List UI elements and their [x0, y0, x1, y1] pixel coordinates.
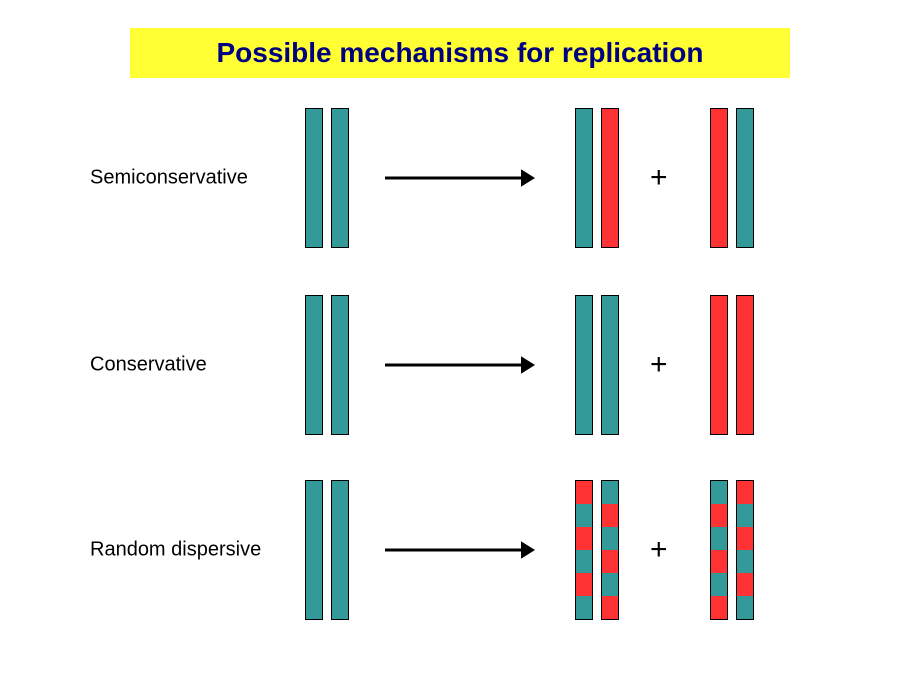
- strand-segment: [602, 296, 618, 434]
- dna-duplex: [710, 480, 754, 620]
- strand-segment: [576, 550, 592, 573]
- plus-symbol: +: [650, 533, 668, 567]
- dna-duplex: [575, 295, 619, 435]
- arrow-icon: [385, 166, 535, 190]
- strand-segment: [576, 296, 592, 434]
- strand-segment: [737, 109, 753, 247]
- dna-strand: [601, 108, 619, 248]
- strand-segment: [711, 527, 727, 550]
- dna-strand: [575, 295, 593, 435]
- strand-segment: [711, 596, 727, 619]
- plus-symbol: +: [650, 161, 668, 195]
- strand-segment: [602, 527, 618, 550]
- diagram-title: Possible mechanisms for replication: [130, 28, 790, 78]
- dna-strand: [601, 295, 619, 435]
- strand-segment: [602, 573, 618, 596]
- strand-segment: [711, 481, 727, 504]
- strand-segment: [711, 109, 727, 247]
- dna-duplex: [710, 108, 754, 248]
- dna-strand: [331, 108, 349, 248]
- strand-segment: [306, 481, 322, 619]
- strand-segment: [576, 527, 592, 550]
- mechanism-label: Conservative: [90, 354, 207, 377]
- mechanism-label: Semiconservative: [90, 167, 248, 190]
- strand-segment: [332, 481, 348, 619]
- strand-segment: [332, 109, 348, 247]
- strand-segment: [576, 481, 592, 504]
- mechanism-row: Random dispersive +: [0, 480, 920, 620]
- strand-segment: [602, 596, 618, 619]
- dna-duplex: [710, 295, 754, 435]
- strand-segment: [711, 504, 727, 527]
- arrow-icon: [385, 538, 535, 562]
- mechanism-label: Random dispersive: [90, 539, 261, 562]
- dna-duplex: [305, 108, 349, 248]
- dna-strand: [736, 295, 754, 435]
- dna-duplex: [575, 480, 619, 620]
- diagram-title-text: Possible mechanisms for replication: [216, 37, 703, 69]
- dna-duplex: [305, 295, 349, 435]
- strand-segment: [737, 573, 753, 596]
- strand-segment: [737, 527, 753, 550]
- plus-symbol: +: [650, 348, 668, 382]
- dna-strand: [305, 295, 323, 435]
- dna-strand: [710, 295, 728, 435]
- dna-strand: [331, 295, 349, 435]
- strand-segment: [737, 504, 753, 527]
- dna-strand: [575, 480, 593, 620]
- dna-strand: [601, 480, 619, 620]
- strand-segment: [737, 481, 753, 504]
- strand-segment: [576, 596, 592, 619]
- mechanism-row: Conservative +: [0, 295, 920, 435]
- strand-segment: [332, 296, 348, 434]
- strand-segment: [602, 550, 618, 573]
- strand-segment: [711, 573, 727, 596]
- strand-segment: [711, 550, 727, 573]
- strand-segment: [306, 296, 322, 434]
- strand-segment: [737, 596, 753, 619]
- strand-segment: [576, 109, 592, 247]
- strand-segment: [602, 481, 618, 504]
- dna-strand: [710, 108, 728, 248]
- dna-strand: [575, 108, 593, 248]
- strand-segment: [737, 550, 753, 573]
- strand-segment: [711, 296, 727, 434]
- dna-strand: [710, 480, 728, 620]
- strand-segment: [602, 109, 618, 247]
- dna-duplex: [575, 108, 619, 248]
- dna-duplex: [305, 480, 349, 620]
- strand-segment: [602, 504, 618, 527]
- strand-segment: [576, 504, 592, 527]
- strand-segment: [306, 109, 322, 247]
- dna-strand: [331, 480, 349, 620]
- dna-strand: [736, 480, 754, 620]
- strand-segment: [737, 296, 753, 434]
- dna-strand: [305, 108, 323, 248]
- dna-strand: [736, 108, 754, 248]
- strand-segment: [576, 573, 592, 596]
- dna-strand: [305, 480, 323, 620]
- arrow-icon: [385, 353, 535, 377]
- mechanism-row: Semiconservative +: [0, 108, 920, 248]
